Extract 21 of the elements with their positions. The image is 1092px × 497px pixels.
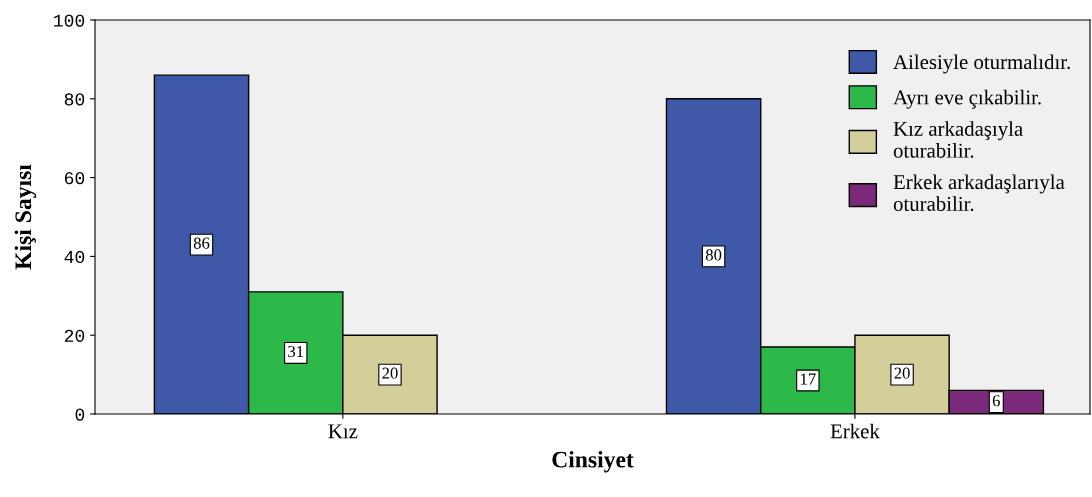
x-tick-label: Kız: [328, 424, 358, 439]
y-tick-label: 20: [64, 329, 85, 342]
legend-label: Kız arkadaşıyla oturabilir.: [893, 121, 1023, 158]
y-axis-title: Kişi Sayısı: [14, 164, 37, 270]
data-label: 80: [705, 249, 722, 261]
data-label: 31: [288, 345, 304, 358]
data-label: 86: [193, 237, 210, 249]
y-tick-label: 60: [64, 172, 85, 185]
y-tick-label: 100: [54, 14, 85, 27]
x-tick-label: Erkek: [830, 423, 880, 439]
data-label: 20: [894, 367, 910, 379]
legend-label: Erkek arkadaşlarıyla oturabilir.: [893, 174, 1065, 212]
y-tick-label: 40: [64, 250, 85, 264]
x-axis-title: Cinsiyet: [552, 450, 634, 473]
y-tick-label: 0: [75, 408, 85, 421]
y-tick-label: 80: [64, 93, 85, 106]
legend-label: Ayrı eve çıkabilir.: [893, 89, 1041, 109]
data-label: 20: [382, 367, 398, 379]
legend-label: Ailesiyle oturmalıdır.: [893, 54, 1070, 74]
data-label: 6: [992, 395, 1000, 407]
data-label: 17: [800, 373, 816, 385]
